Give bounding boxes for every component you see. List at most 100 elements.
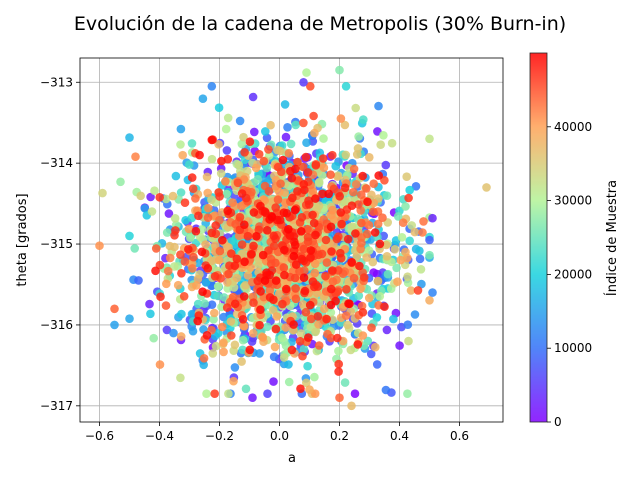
colorbar [529, 52, 548, 423]
scatter-point [259, 156, 269, 166]
scatter-point [322, 314, 331, 324]
scatter-point [150, 186, 159, 195]
scatter-point [381, 160, 391, 170]
scatter-point [203, 264, 213, 273]
scatter-point [262, 226, 272, 235]
scatter-point [299, 118, 308, 128]
scatter-point [328, 150, 337, 160]
scatter-point [342, 285, 351, 294]
scatter-point [284, 360, 293, 369]
scatter-point [284, 225, 293, 234]
scatter-point [281, 132, 291, 142]
scatter-point [398, 218, 408, 227]
scatter-point [238, 335, 248, 345]
scatter-point [162, 279, 171, 289]
scatter-point [211, 341, 221, 351]
scatter-point [261, 127, 270, 136]
scatter-point [98, 188, 107, 198]
scatter-point [155, 193, 164, 202]
scatter-point [204, 203, 213, 213]
scatter-point [352, 150, 362, 159]
y-tick-label: −316 [40, 318, 73, 332]
scatter-point [228, 198, 237, 207]
scatter-point [238, 249, 247, 259]
scatter-point [201, 278, 211, 287]
scatter-point [328, 205, 337, 215]
scatter-point [237, 139, 247, 149]
scatter-point [296, 329, 306, 338]
scatter-point [356, 284, 365, 294]
scatter-point [125, 133, 134, 142]
scatter-point [413, 286, 423, 295]
scatter-point [318, 154, 328, 163]
scatter-point [176, 188, 186, 197]
scatter-point [311, 230, 320, 240]
y-axis-label: theta [grados] [15, 193, 30, 286]
scatter-point [351, 180, 361, 189]
scatter-point [392, 263, 401, 273]
scatter-point [416, 265, 426, 274]
scatter-point [308, 210, 317, 220]
scatter-point [334, 359, 344, 369]
scatter-point [276, 146, 285, 156]
scatter-point [192, 281, 201, 290]
scatter-point [419, 217, 428, 226]
scatter-point [251, 163, 261, 173]
scatter-point [374, 171, 384, 180]
scatter-point [161, 194, 171, 204]
scatter-point [324, 189, 334, 199]
scatter-point [219, 338, 228, 348]
scatter-point [308, 277, 318, 286]
scatter-point [171, 226, 180, 235]
scatter-point [199, 360, 208, 370]
scatter-point [178, 150, 187, 160]
scatter-point [207, 82, 217, 91]
scatter-point [351, 229, 360, 238]
scatter-point [191, 194, 200, 203]
scatter-point [326, 222, 336, 232]
scatter-point [403, 389, 412, 399]
scatter-point [302, 138, 311, 147]
scatter-point [327, 247, 336, 256]
scatter-point [319, 134, 328, 143]
scatter-point [162, 325, 172, 335]
scatter-point [193, 274, 203, 284]
scatter-point [165, 253, 175, 263]
scatter-point [196, 232, 205, 242]
scatter-point [269, 352, 279, 362]
scatter-point [240, 322, 249, 331]
scatter-point [406, 286, 416, 295]
scatter-point [209, 315, 218, 324]
scatter-point [279, 208, 289, 217]
scatter-point [215, 255, 224, 265]
scatter-point [288, 193, 297, 203]
scatter-point [276, 179, 285, 188]
scatter-point [278, 155, 288, 165]
scatter-point [266, 120, 275, 130]
scatter-point [343, 234, 353, 244]
scatter-point [271, 324, 281, 334]
scatter-point [393, 277, 402, 287]
scatter-point [314, 341, 324, 350]
scatter-point [271, 276, 281, 285]
scatter-point [125, 231, 134, 241]
scatter-point [207, 154, 217, 164]
scatter-point [199, 354, 209, 363]
scatter-point [214, 140, 223, 149]
scatter-point [341, 150, 351, 160]
scatter-point [214, 188, 223, 197]
scatter-point [355, 261, 364, 271]
scatter-point [311, 194, 320, 203]
scatter-point [425, 134, 434, 144]
scatter-point [418, 228, 427, 237]
scatter-point [230, 261, 240, 271]
scatter-point [417, 279, 426, 289]
scatter-point [482, 183, 491, 192]
scatter-point [305, 300, 315, 310]
scatter-point [306, 253, 315, 262]
scatter-point [380, 302, 389, 312]
scatter-point [240, 257, 249, 267]
scatter-point [197, 247, 207, 257]
scatter-point [272, 312, 282, 321]
